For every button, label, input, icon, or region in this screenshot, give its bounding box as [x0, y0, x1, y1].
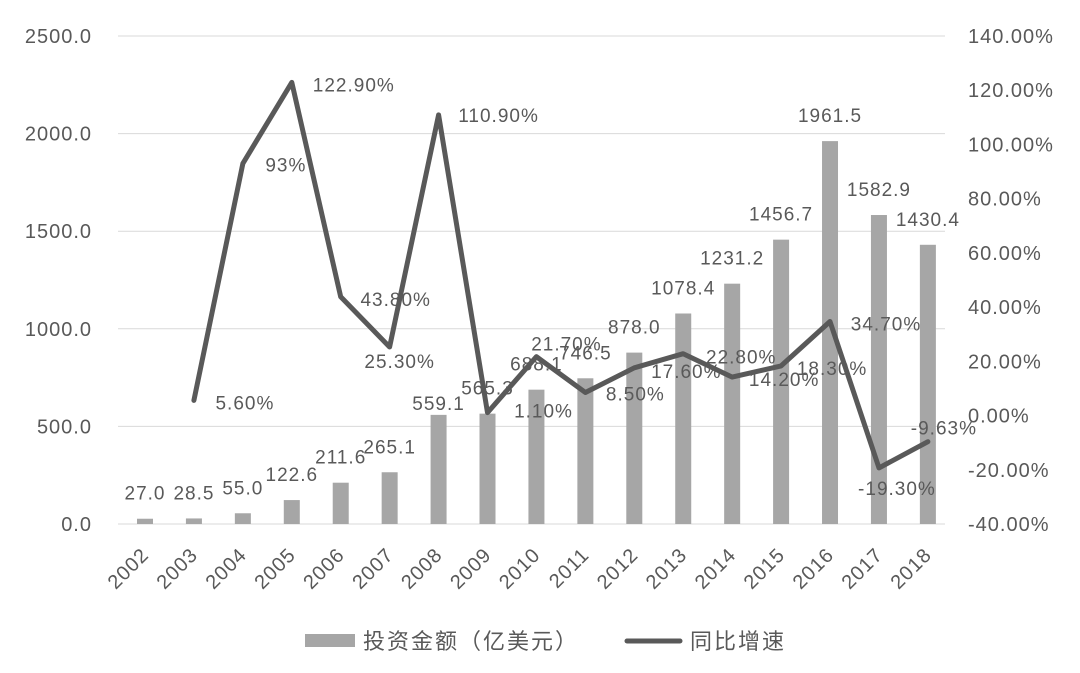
bar: [919, 244, 936, 524]
x-axis-tick-label: 2005: [250, 544, 300, 594]
line-data-label: 43.80%: [360, 290, 430, 311]
bar-data-label: 55.0: [222, 478, 263, 499]
bar-data-label: 211.6: [315, 448, 366, 469]
bar-data-label: 1582.9: [847, 180, 911, 201]
x-axis-tick-label: 2016: [789, 544, 839, 594]
x-axis-tick-label: 2018: [887, 544, 937, 594]
line-data-label: 110.90%: [458, 106, 539, 127]
x-axis-tick-label: 2006: [299, 544, 349, 594]
left-axis-tick-label: 0.0: [61, 514, 92, 536]
bar: [773, 239, 790, 524]
x-axis-tick-label: 2009: [446, 544, 496, 594]
left-axis-tick-label: 500.0: [37, 416, 92, 438]
x-axis-tick-label: 2003: [153, 544, 203, 594]
right-axis-tick-label: 20.00%: [968, 351, 1042, 373]
right-axis-tick-label: 60.00%: [968, 243, 1042, 265]
line-data-label: -19.30%: [858, 479, 936, 500]
right-axis-tick-label: 0.00%: [968, 406, 1030, 428]
bar-data-label: 122.6: [266, 465, 319, 486]
bar: [283, 500, 300, 524]
bar-data-label: 746.5: [559, 343, 612, 364]
right-axis-tick-label: 140.00%: [968, 26, 1054, 48]
line-data-label: 1.10%: [514, 402, 573, 423]
line-data-label: 34.70%: [851, 314, 921, 335]
line-data-label: 21.70%: [531, 335, 601, 356]
bar: [675, 313, 692, 524]
line-data-label: -9.63%: [911, 419, 977, 440]
left-axis-tick-labels: 0.0 500.0 1000.0 1500.0 2000.0 2500.0: [25, 26, 92, 536]
line-data-label: 25.30%: [364, 352, 434, 373]
x-axis-tick-label: 2008: [397, 544, 447, 594]
bar: [577, 378, 594, 524]
x-axis-tick-label: 2011: [545, 544, 594, 593]
x-axis-tick-label: 2004: [202, 544, 252, 594]
legend-bar-swatch: [305, 634, 355, 647]
bar: [332, 482, 349, 524]
x-axis-tick-label: 2013: [642, 544, 692, 594]
line-data-label: 93%: [265, 155, 306, 176]
x-axis-tick-labels: 2002 2003 2004 2005 2006 2007 2008 2009 2010 2011…: [104, 544, 937, 594]
gridlines: [118, 35, 945, 525]
bar-data-label: 27.0: [125, 484, 166, 505]
left-axis-tick-label: 1500.0: [25, 221, 92, 243]
bar-data-label: 1430.4: [896, 210, 960, 231]
x-axis-tick-label: 2017: [838, 544, 888, 594]
right-axis-tick-label: 40.00%: [968, 297, 1042, 319]
bar: [626, 352, 643, 524]
line-data-label: 14.20%: [749, 370, 819, 391]
x-axis-tick-label: 2010: [495, 544, 545, 594]
line-data-label: 8.50%: [606, 385, 665, 406]
bar-data-label: 878.0: [608, 318, 661, 339]
right-axis-tick-label: 120.00%: [968, 80, 1054, 102]
bar: [870, 215, 887, 524]
bar: [234, 513, 251, 524]
bar-data-label: 1456.7: [749, 205, 813, 226]
right-axis-tick-labels: -40.00% -20.00% 0.00% 20.00% 40.00% 60.00% 80.…: [968, 26, 1054, 536]
x-axis-tick-label: 2007: [348, 544, 398, 594]
bar: [185, 518, 202, 524]
left-axis-tick-label: 1000.0: [25, 319, 92, 341]
bar: [724, 283, 741, 524]
right-axis-tick-label: 100.00%: [968, 134, 1054, 156]
legend-line-label: 同比增速: [690, 629, 786, 654]
legend-bar-label: 投资金额（亿美元）: [363, 629, 579, 654]
x-axis-tick-label: 2002: [104, 544, 154, 594]
line-series-growth: [191, 79, 931, 471]
bar: [381, 472, 398, 524]
left-axis-tick-label: 2000.0: [25, 124, 92, 146]
right-axis-tick-label: -40.00%: [968, 514, 1050, 536]
line-data-label: 22.80%: [706, 348, 776, 369]
bar: [430, 414, 447, 524]
x-axis-tick-label: 2015: [740, 544, 790, 594]
bar: [137, 518, 153, 524]
bar: [479, 413, 496, 524]
bar-data-label: 559.1: [412, 394, 465, 415]
bar-data-label: 265.1: [363, 437, 416, 458]
legend: 投资金额（亿美元） 同比增速: [305, 629, 786, 654]
line-data-label: 17.60%: [651, 362, 721, 383]
line-data-label: 5.60%: [215, 393, 274, 414]
line-data-labels: 5.60% 93% 122.90% 43.80% 25.30% 110.90% 1.10% 2…: [215, 75, 977, 500]
bar: [822, 141, 839, 524]
left-axis-tick-label: 2500.0: [25, 26, 92, 48]
bar-data-label: 1078.4: [651, 278, 715, 299]
bar-data-label: 1231.2: [700, 249, 764, 270]
line-data-label: 18.30%: [797, 359, 867, 380]
x-axis-tick-label: 2012: [593, 544, 643, 594]
bar: [528, 389, 545, 524]
right-axis-tick-label: -20.00%: [968, 460, 1050, 482]
bar-data-label: 1961.5: [798, 106, 862, 127]
bar-data-label: 28.5: [173, 483, 214, 504]
bar-series-investment: [137, 141, 936, 524]
right-axis-tick-label: 80.00%: [968, 189, 1042, 211]
bar-data-label: 565.3: [461, 379, 514, 400]
growth-line: [191, 79, 931, 471]
x-axis-tick-label: 2014: [691, 544, 741, 594]
line-data-label: 122.90%: [313, 75, 395, 96]
